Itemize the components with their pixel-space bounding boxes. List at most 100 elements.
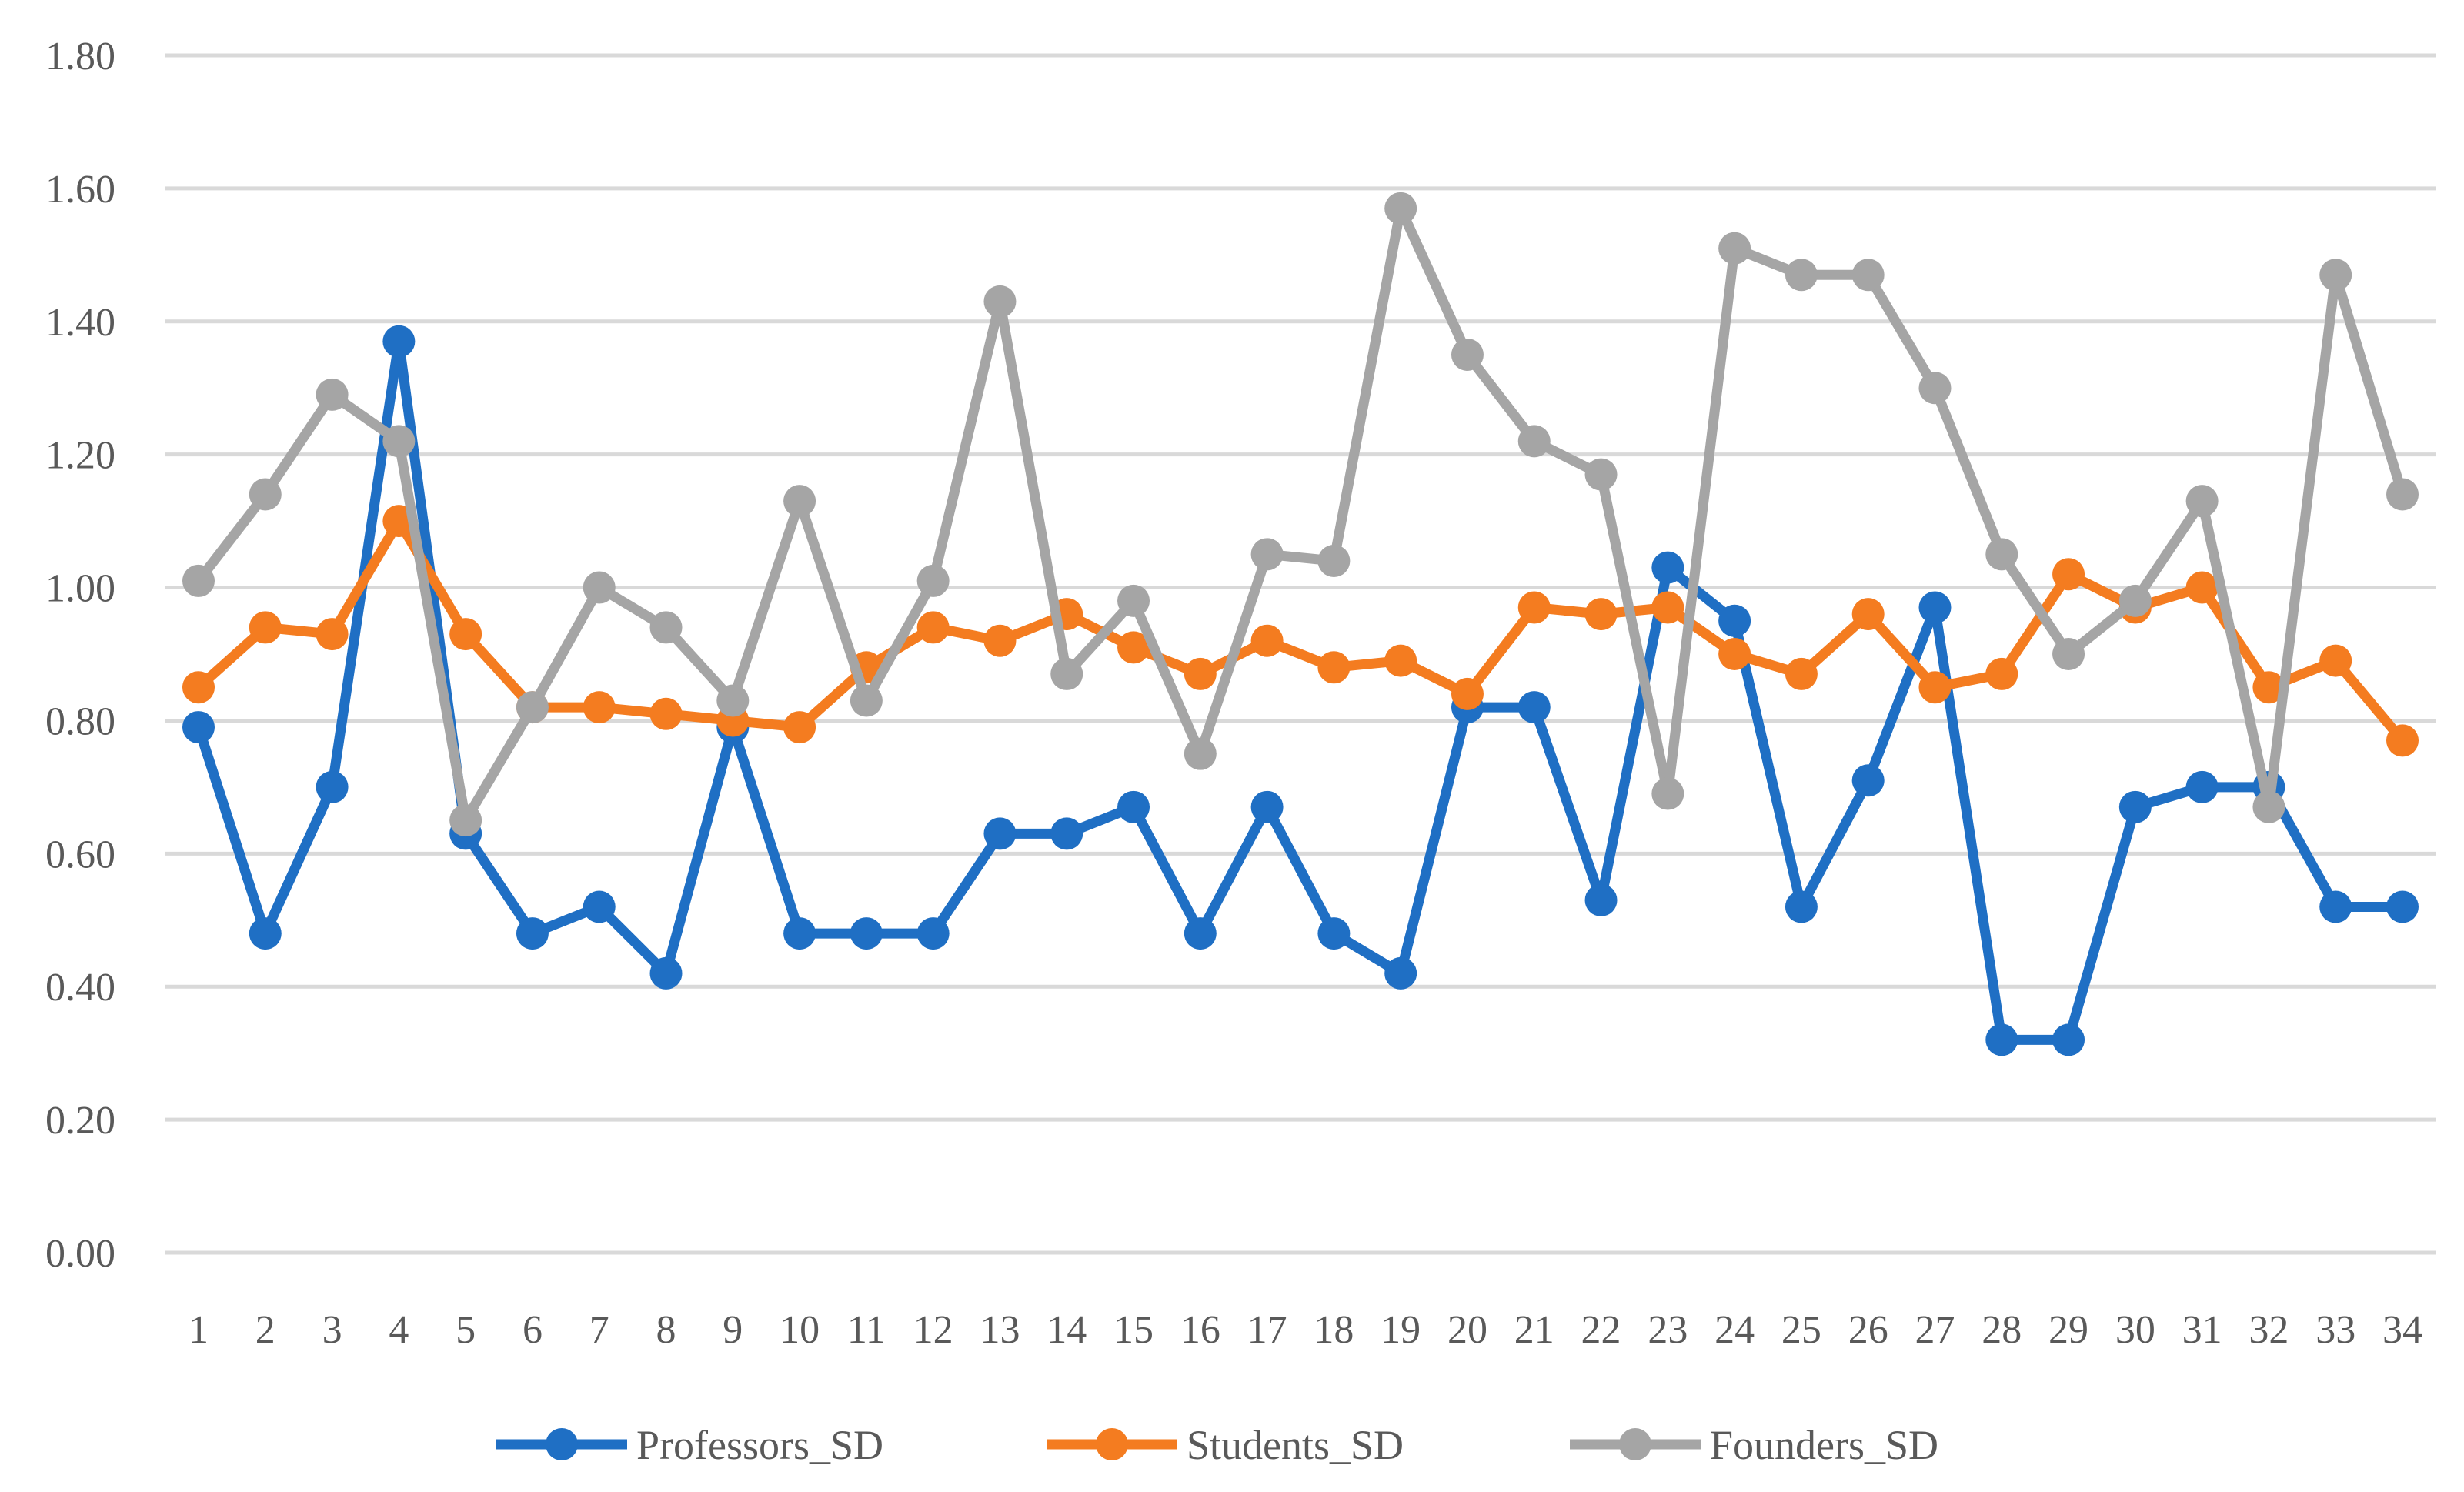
data-point [983,285,1017,318]
data-point [516,917,549,950]
data-point [783,485,816,518]
data-point [1317,651,1351,684]
data-point [649,697,683,730]
data-point [1250,790,1284,823]
data-point [1584,598,1618,631]
data-point [316,770,349,803]
data-point [583,890,616,923]
data-point [1050,657,1083,690]
data-point [916,611,950,644]
x-tick-label: 4 [389,1308,409,1352]
data-point [2252,671,2285,704]
series-line [193,203,2408,826]
gridlines [165,53,2436,1255]
data-point [916,564,950,597]
data-point [1384,192,1417,225]
legend-label: Professors_SD [636,1422,883,1468]
x-tick-label: 9 [723,1308,743,1352]
data-point [1785,890,1818,923]
x-tick-label: 26 [1848,1308,1888,1352]
data-point [516,691,549,724]
x-tick-label: 13 [980,1308,1020,1352]
data-point [1918,372,1952,405]
x-tick-label: 6 [523,1308,543,1352]
series-line [193,336,2408,1045]
data-point [2319,259,2352,292]
series-line [193,516,2408,746]
x-tick-label: 16 [1180,1308,1220,1352]
data-point [1985,538,2018,571]
data-point [249,611,282,644]
legend-item: Students_SD [1047,1422,1404,1468]
legend-swatch-marker [1619,1428,1651,1460]
x-tick-label: 11 [847,1308,886,1352]
x-tick-label: 1 [189,1308,209,1352]
x-tick-label: 3 [322,1308,342,1352]
data-point [1517,691,1551,724]
x-tick-label: 8 [656,1308,676,1352]
y-tick-label: 0.60 [45,833,115,876]
data-point [649,956,683,990]
y-tick-label: 1.40 [45,301,115,345]
data-point [850,917,883,950]
data-point [783,711,816,744]
data-point [1851,598,1885,631]
data-point [2386,478,2419,511]
data-point [1517,591,1551,624]
data-point [1117,631,1150,664]
data-point [2185,485,2219,518]
x-tick-label: 10 [780,1308,820,1352]
data-point [182,564,215,597]
data-point [2052,1023,2085,1056]
y-tick-label: 1.60 [45,168,115,212]
data-point [382,325,416,358]
x-tick-label: 33 [2315,1308,2355,1352]
x-tick-label: 34 [2382,1308,2422,1352]
x-tick-label: 15 [1113,1308,1154,1352]
data-point [1985,657,2018,690]
data-point [1651,551,1684,584]
data-point [1317,917,1351,950]
data-point [716,684,750,717]
x-tick-label: 23 [1648,1308,1688,1352]
data-point [316,618,349,651]
data-point [1517,425,1551,458]
x-tick-label: 2 [255,1308,275,1352]
x-tick-label: 22 [1581,1308,1621,1352]
legend: Professors_SD Students_SD Founders_SD [496,1422,1938,1468]
data-point [1184,737,1217,770]
legend-label: Students_SD [1187,1422,1404,1468]
data-point [1184,917,1217,950]
data-point [1317,544,1351,577]
x-tick-label: 21 [1514,1308,1554,1352]
data-point [1584,883,1618,916]
data-point [2185,571,2219,604]
data-point [1718,232,1751,265]
x-tick-label: 24 [1714,1308,1755,1352]
data-point [2118,584,2152,617]
legend-swatch-marker [546,1428,578,1460]
y-tick-label: 0.20 [45,1099,115,1143]
x-tick-label: 19 [1381,1308,1421,1352]
legend-swatch-marker [1096,1428,1128,1460]
data-point [182,671,215,704]
data-point [850,684,883,717]
data-point [1184,657,1217,690]
data-point [249,917,282,950]
x-tick-label: 29 [2048,1308,2088,1352]
x-tick-label: 31 [2182,1308,2222,1352]
data-point [1250,538,1284,571]
x-tick-label: 18 [1314,1308,1354,1352]
data-point [1718,638,1751,670]
x-tick-label: 14 [1047,1308,1087,1352]
data-point [783,917,816,950]
data-point [1985,1023,2018,1056]
data-point [382,425,416,458]
y-tick-label: 0.80 [45,699,115,743]
data-point [1785,259,1818,292]
data-point [449,618,482,651]
data-point [916,917,950,950]
series-professors-sd [182,325,2419,1056]
legend-label: Founders_SD [1710,1422,1938,1468]
